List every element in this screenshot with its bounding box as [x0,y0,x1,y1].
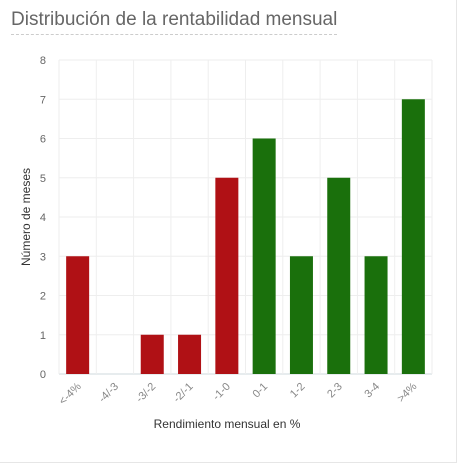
bars [66,99,425,374]
y-tick-label: 7 [40,94,46,106]
chart-title: Distribución de la rentabilidad mensual [11,9,338,35]
bar-4[interactable] [215,177,239,374]
bar-9[interactable] [401,99,425,374]
x-tick-label: -4/-3 [97,381,121,405]
x-tick-label: 2-3 [325,381,345,401]
bar-0[interactable] [66,256,90,374]
y-tick-label: 5 [40,173,46,185]
bar-2[interactable] [140,334,164,374]
x-tick-label: 1-2 [288,381,308,401]
y-tick-label: 0 [40,369,46,381]
y-tick-label: 2 [40,291,46,303]
y-tick-label: 4 [40,212,46,224]
x-tick-label: >4% [395,380,419,404]
y-tick-label: 8 [40,55,46,67]
y-axis-ticks: 0 1 2 3 4 5 6 7 8 [40,55,46,381]
x-tick-label: 3-4 [362,381,382,401]
x-tick-label: -1-0 [211,381,233,403]
y-tick-label: 6 [40,134,46,146]
grid-lines [58,59,433,375]
y-axis-title: Número de meses [19,168,33,266]
bar-6[interactable] [289,256,313,374]
bar-5[interactable] [252,138,276,375]
x-tick-label: <-4% [57,380,84,407]
x-tick-label: 0-1 [251,381,271,401]
x-tick-label: -3/-2 [134,381,158,405]
bar-3[interactable] [178,334,202,374]
x-axis-title: Rendimiento mensual en % [154,417,301,431]
bar-7[interactable] [327,177,351,374]
y-tick-label: 3 [40,251,46,263]
bar-8[interactable] [364,256,388,374]
x-tick-label: -2/-1 [171,381,195,405]
x-axis-ticks: <-4% -4/-3 -3/-2 -2/-1 -1-0 0-1 1-2 2-3 3-4 >4% [57,380,420,407]
y-tick-label: 1 [40,330,46,342]
